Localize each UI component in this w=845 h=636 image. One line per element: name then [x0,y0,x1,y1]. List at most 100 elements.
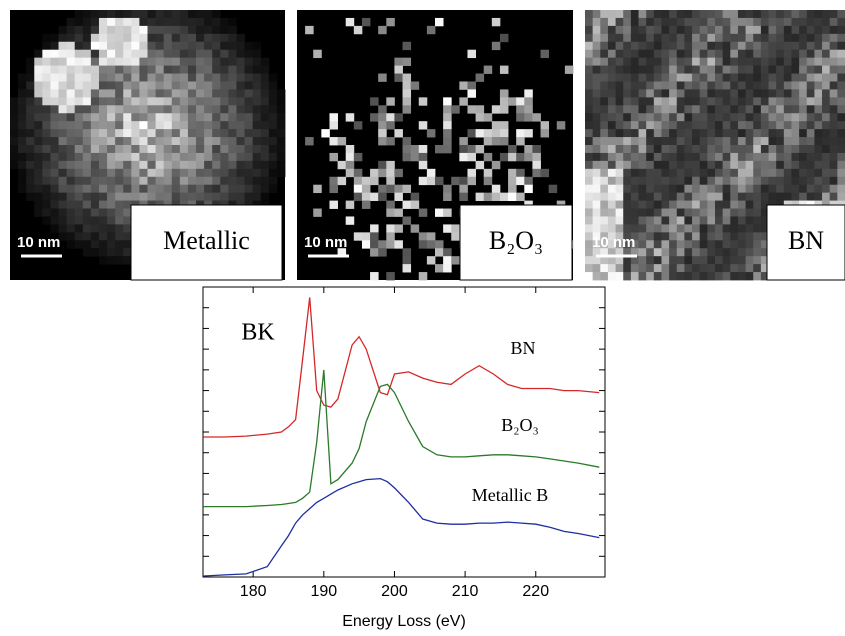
image-pixel [623,153,631,161]
image-pixel [500,129,509,137]
figure: Metallic10 nmB₂O₃10 nmBN10 nm18019020021… [0,0,845,636]
image-pixel [196,137,204,145]
image-pixel [123,185,131,193]
image-pixel [677,121,685,129]
image-pixel [799,185,807,193]
image-pixel [646,248,654,256]
image-pixel [822,185,830,193]
image-pixel [212,10,220,18]
image-pixel [91,129,99,137]
image-pixel [661,97,669,105]
image-pixel [67,193,75,201]
image-pixel [115,248,123,256]
image-pixel [172,185,180,193]
image-pixel [245,185,253,193]
image-pixel [26,137,34,145]
image-pixel [730,81,738,89]
image-pixel [123,232,131,240]
image-pixel [715,81,723,89]
image-pixel [115,129,123,137]
image-pixel [730,193,738,201]
image-pixel [500,66,509,74]
image-pixel [837,193,845,201]
image-pixel [34,97,42,105]
image-pixel [723,248,731,256]
image-pixel [646,216,654,224]
image-pixel [791,89,799,97]
image-pixel [180,177,188,185]
image-pixel [492,161,501,169]
image-pixel [684,26,692,34]
image-pixel [115,201,123,209]
image-pixel [532,161,541,169]
image-pixel [148,169,156,177]
image-pixel [123,50,131,58]
image-pixel [639,264,647,272]
image-pixel [212,18,220,26]
image-pixel [761,113,769,121]
image-pixel [26,161,34,169]
image-pixel [623,169,631,177]
image-pixel [180,193,188,201]
image-pixel [738,153,746,161]
image-pixel [329,177,338,185]
image-pixel [305,26,314,34]
image-pixel [692,240,700,248]
image-pixel [684,121,692,129]
image-pixel [746,137,754,145]
image-pixel [18,185,26,193]
image-pixel [156,113,164,121]
image-pixel [541,129,550,137]
image-pixel [236,153,244,161]
image-pixel [10,161,18,169]
image-pixel [42,209,50,217]
image-pixel [148,34,156,42]
image-pixel [67,113,75,121]
image-pixel [631,185,639,193]
image-pixel [459,177,468,185]
image-pixel [156,161,164,169]
image-pixel [50,74,58,82]
image-pixel [196,97,204,105]
image-pixel [776,97,784,105]
image-pixel [107,34,115,42]
image-pixel [661,145,669,153]
image-pixel [761,169,769,177]
image-pixel [669,256,677,264]
image-pixel [370,169,379,177]
image-pixel [692,216,700,224]
image-pixel [42,34,50,42]
image-pixel [115,113,123,121]
image-pixel [684,216,692,224]
image-pixel [196,66,204,74]
image-pixel [164,26,172,34]
image-pixel [236,74,244,82]
image-pixel [677,264,685,272]
image-pixel [245,153,253,161]
image-pixel [677,50,685,58]
image-pixel [532,145,541,153]
image-pixel [188,121,196,129]
image-pixel [776,137,784,145]
image-pixel [822,193,830,201]
image-pixel [91,74,99,82]
image-pixel [799,113,807,121]
image-pixel [83,58,91,66]
image-pixel [837,185,845,193]
image-pixel [26,129,34,137]
image-pixel [700,105,708,113]
image-pixel [467,177,476,185]
image-pixel [188,169,196,177]
image-pixel [524,105,533,113]
image-pixel [204,74,212,82]
image-pixel [212,169,220,177]
image-pixel [799,42,807,50]
image-pixel [123,209,131,217]
image-pixel [50,105,58,113]
image-pixel [164,129,172,137]
image-pixel [139,66,147,74]
image-pixel [738,256,746,264]
image-pixel [616,58,624,66]
image-pixel [180,18,188,26]
image-pixel [807,66,815,74]
